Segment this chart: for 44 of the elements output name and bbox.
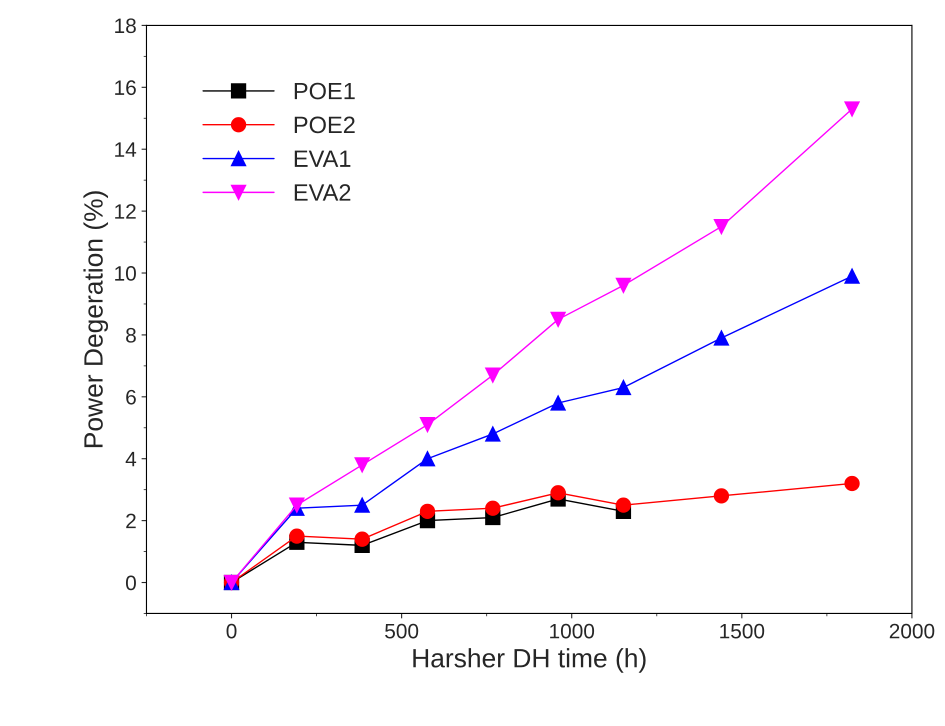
point <box>714 488 730 504</box>
point <box>844 268 860 284</box>
point <box>354 532 370 547</box>
y-tick-label: 12 <box>115 204 136 219</box>
point <box>420 451 436 466</box>
x-axis-title: Harsher DH time (h) <box>413 648 646 673</box>
point <box>616 380 632 396</box>
point <box>485 500 500 516</box>
point <box>420 417 436 432</box>
legend-label: POE1 <box>294 82 355 100</box>
y-tick-label: 0 <box>126 576 136 590</box>
point <box>485 368 500 383</box>
point <box>844 101 860 117</box>
point <box>550 312 566 328</box>
point <box>289 498 304 513</box>
point <box>616 498 632 513</box>
x-tick-label: 1500 <box>720 624 764 638</box>
point <box>714 218 730 234</box>
y-tick-label: 2 <box>126 514 136 528</box>
legend-label: EVA2 <box>294 184 350 201</box>
legend-label: POE2 <box>294 116 355 134</box>
x-tick-label: 500 <box>385 624 418 638</box>
y-tick-label: 14 <box>115 142 136 157</box>
x-tick-label: 2000 <box>890 624 934 638</box>
point <box>714 330 730 346</box>
point <box>844 476 860 492</box>
x-tick-label: 1000 <box>550 624 594 638</box>
x-tick-label: 0 <box>226 624 237 638</box>
point <box>354 498 370 513</box>
y-tick-label: 4 <box>126 452 136 466</box>
point <box>550 395 566 411</box>
point <box>289 528 304 544</box>
point <box>420 504 436 519</box>
y-tick-label: 10 <box>115 266 136 281</box>
y-tick-label: 6 <box>126 390 136 405</box>
y-tick-label: 8 <box>126 328 136 343</box>
legend-label: EVA1 <box>294 150 350 167</box>
point <box>485 426 500 442</box>
point <box>354 457 370 473</box>
y-tick-label: 16 <box>115 80 136 96</box>
y-axis-title: Power Degeration (%) <box>83 191 108 448</box>
point <box>550 485 566 500</box>
point <box>616 278 632 294</box>
y-tick-label: 18 <box>115 18 136 34</box>
